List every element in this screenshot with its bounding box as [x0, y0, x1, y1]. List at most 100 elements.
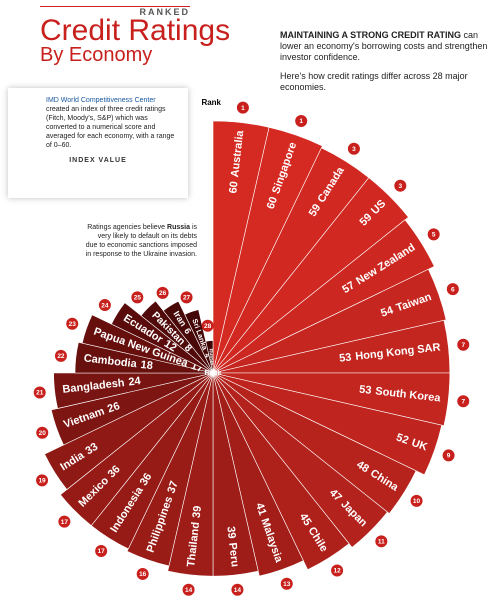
bar [140, 300, 214, 374]
rank-label: 22 [57, 353, 65, 360]
value-label: 37 [165, 479, 180, 495]
legend-title: INDEX VALUE [69, 157, 127, 164]
note-box: IMD World Competitiveness Center created… [8, 88, 188, 198]
rank-label: 17 [98, 548, 106, 555]
bar [212, 372, 417, 514]
value-label: 24 [128, 375, 142, 388]
rank-badge [182, 583, 195, 596]
rank-badge [446, 283, 459, 296]
bar [212, 268, 447, 374]
bar [212, 372, 304, 577]
rank-label: 7 [461, 398, 465, 405]
rank-badge [58, 515, 71, 528]
rank-badge [375, 535, 388, 548]
value-label: 60 [265, 195, 280, 211]
bar [81, 314, 214, 374]
rank-label: 9 [447, 453, 451, 460]
value-label: 41 [253, 501, 268, 517]
bar [50, 372, 214, 446]
bar [126, 372, 214, 567]
value-label: 57 [340, 279, 357, 296]
category-label: Thailand [185, 521, 202, 567]
category-label: Cambodia [83, 352, 138, 370]
bar [212, 126, 323, 374]
rank-label: 21 [36, 390, 44, 397]
rank-badge [36, 474, 49, 487]
rank-label: 3 [398, 183, 402, 190]
rank-badge [280, 577, 293, 590]
rank-badge [98, 299, 111, 312]
rank-badge [201, 319, 214, 332]
rank-badge [457, 338, 470, 351]
rank-label: 14 [185, 587, 193, 594]
rank-badge [410, 494, 423, 507]
value-label: 54 [379, 304, 395, 320]
rank-badge [33, 386, 46, 399]
rank-label: 27 [183, 295, 191, 302]
intro-text: can lower an economy's borrowing costs a… [280, 30, 488, 62]
subtitle: By Economy [40, 44, 153, 66]
bar-label: 60 Australia [227, 129, 246, 194]
value-label: 6 [182, 326, 193, 336]
bar-label: Russia 1 [207, 348, 216, 372]
bar [212, 372, 451, 427]
value-label: 26 [106, 400, 122, 415]
bar [212, 219, 435, 374]
rank-label: 28 [204, 323, 212, 330]
category-label: Peru [226, 542, 241, 568]
rank-label: 24 [101, 302, 109, 309]
intro: MAINTAINING A STRONG CREDIT RATING can l… [280, 30, 490, 93]
intro-heading: MAINTAINING A STRONG CREDIT RATING [280, 30, 461, 40]
value-label: 53 [339, 351, 353, 364]
rank-label: 20 [39, 430, 47, 437]
rank-label: 12 [333, 568, 341, 575]
bar [53, 372, 214, 409]
bar [44, 372, 214, 490]
title: Credit Ratings [40, 14, 231, 47]
annotation-rest: is very likely to default on its debts d… [85, 224, 197, 258]
rank-label: 6 [451, 286, 455, 293]
rank-label: 1 [241, 105, 245, 112]
value-label: 33 [83, 441, 100, 458]
note: IMD World Competitiveness Center created… [18, 96, 178, 150]
rank-badge [442, 449, 455, 462]
rank-label: 1 [299, 118, 303, 125]
rank-badge [427, 228, 440, 241]
rank-label: 7 [461, 342, 465, 349]
value-label: 60 [227, 181, 240, 195]
intro-text2: Here's how credit ratings differ across … [280, 71, 468, 92]
value-label: 45 [297, 511, 314, 528]
bar-label: Cambodia 18 [83, 352, 153, 372]
bar [212, 372, 388, 548]
category-label: Russia [207, 348, 215, 365]
annotation: Ratings agencies believe Russia is very … [85, 223, 197, 259]
value-label: 48 [354, 459, 371, 476]
rank-label: 25 [134, 295, 142, 302]
category-label: Australia [229, 129, 246, 178]
bar [212, 177, 409, 374]
rank-label: 17 [61, 519, 69, 526]
rank-badge [331, 564, 344, 577]
value-label: 18 [140, 359, 154, 372]
rank-badge [95, 544, 108, 557]
bar [205, 340, 214, 374]
rank-badge [347, 142, 360, 155]
value-label: 59 [307, 202, 324, 219]
bar [111, 302, 214, 374]
rank-label: 10 [413, 498, 421, 505]
rank-label: 11 [378, 539, 385, 546]
rank-badge [394, 179, 407, 192]
annotation-lead: Ratings agencies believe [87, 224, 166, 231]
rank-label: 13 [283, 581, 291, 588]
bar [59, 372, 214, 527]
center-label: Rank [204, 370, 221, 377]
rank-label: 3 [352, 146, 356, 153]
value-label: 4 [203, 352, 213, 359]
value-label: 39 [224, 526, 237, 540]
bar [184, 309, 214, 374]
note-source: IMD World Competitiveness Center [46, 97, 156, 104]
rank-badge [236, 101, 249, 114]
value-label: 1 [209, 369, 215, 373]
